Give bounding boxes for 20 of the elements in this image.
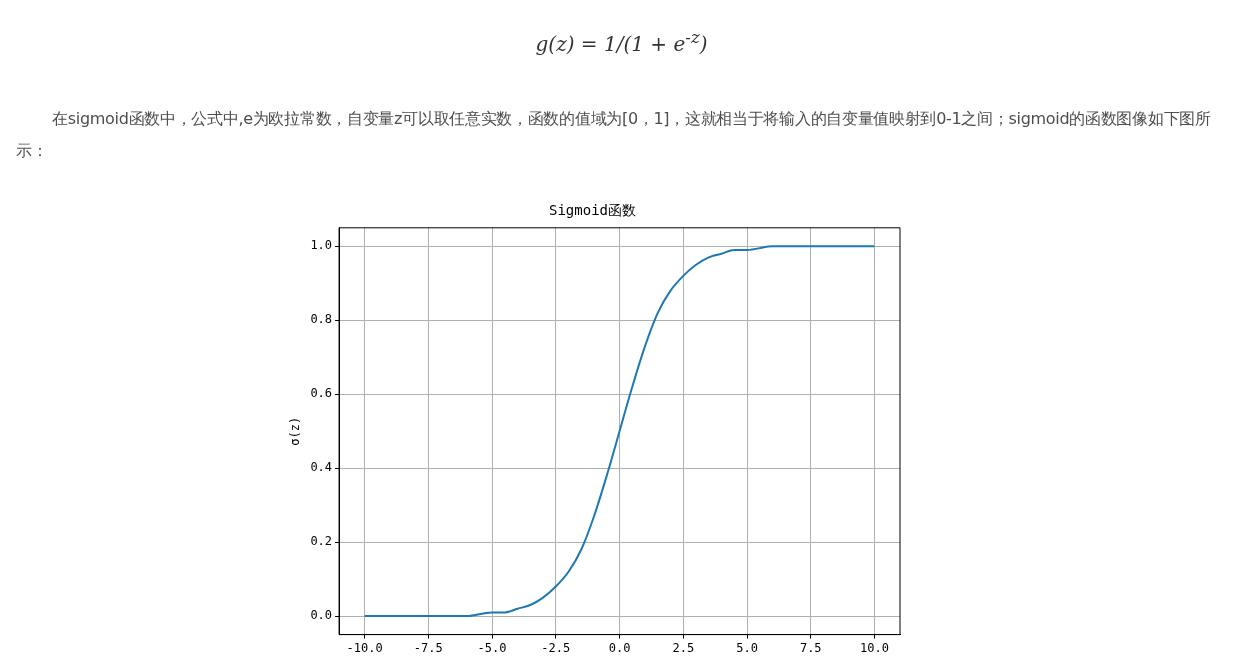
y-tick-label: 0.0 — [310, 608, 333, 623]
x-tick-label: -10.0 — [346, 640, 383, 655]
y-axis-title: σ(z) — [288, 416, 303, 446]
text: g(z) = 1/(1 + e$^{-z}$) — [534, 28, 709, 56]
x-tick-label: 2.5 — [672, 640, 695, 655]
x-tick-label: 5.0 — [736, 640, 758, 655]
x-tick-label: -7.5 — [413, 640, 443, 655]
line-series — [363, 245, 876, 618]
x-tick-label: -5.0 — [477, 640, 507, 655]
x-tick-label: 0.0 — [608, 640, 631, 655]
x-tick-label: -2.5 — [541, 640, 571, 655]
y-tick-label: 0.8 — [310, 312, 333, 327]
y-tick-label: 0.2 — [310, 534, 333, 549]
x-tick-label: 10.0 — [860, 640, 889, 655]
text: 在sigmoid函数中，公式中,e为欧拉常数，自变量z可以取任意实数，函数的值域为[0，1]，这就相当于将输入的自变量值映射到0-1之间；sigmoid的函数图像如下图所示： — [16, 108, 1212, 162]
chart-title: Sigmoid函数 — [548, 202, 637, 219]
y-tick-label: 1.0 — [310, 238, 333, 253]
x-tick-label: 7.5 — [799, 640, 822, 655]
y-tick-label: 0.6 — [310, 386, 333, 401]
y-tick-label: 0.4 — [310, 460, 333, 475]
